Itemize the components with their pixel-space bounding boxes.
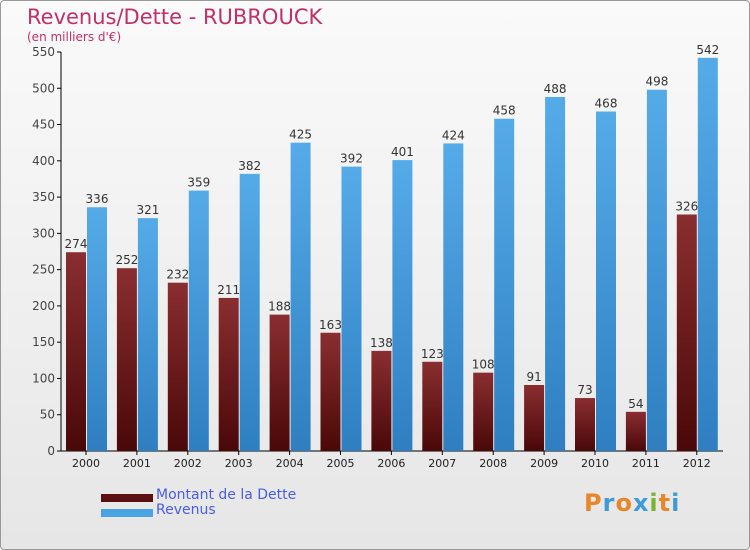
- y-tick-label: 150: [32, 335, 55, 349]
- x-tick-label: 2000: [72, 457, 100, 470]
- y-tick-label: 50: [40, 408, 55, 422]
- x-tick-label: 2005: [327, 457, 355, 470]
- data-label-revenus: 382: [238, 159, 261, 173]
- data-label-revenus: 542: [696, 43, 719, 57]
- bar-dette: [66, 252, 86, 451]
- y-tick-label: 300: [32, 226, 55, 240]
- bar-dette: [218, 297, 239, 451]
- logo-letter: r: [602, 489, 616, 517]
- data-label-dette: 54: [628, 397, 643, 411]
- data-label-dette: 188: [268, 300, 291, 314]
- bar-dette: [116, 268, 137, 451]
- data-label-revenus: 488: [544, 82, 567, 96]
- y-tick-label: 250: [32, 263, 55, 277]
- proxiti-logo: Proxiti: [584, 489, 680, 517]
- bar-dette: [524, 384, 545, 451]
- data-label-revenus: 425: [289, 128, 312, 142]
- x-tick-label: 2007: [428, 457, 456, 470]
- x-tick-label: 2002: [174, 457, 202, 470]
- x-tick-label: 2001: [123, 457, 151, 470]
- data-label-revenus: 392: [340, 152, 363, 166]
- data-label-dette: 326: [675, 200, 698, 214]
- bar-dette: [269, 314, 290, 451]
- data-label-revenus: 401: [391, 145, 414, 159]
- bar-revenus: [392, 160, 413, 452]
- data-label-revenus: 498: [645, 75, 668, 89]
- data-label-revenus: 336: [86, 192, 109, 206]
- bar-revenus: [494, 118, 515, 451]
- data-label-dette: 163: [319, 318, 342, 332]
- logo-letter: t: [658, 489, 672, 517]
- logo-letter: i: [649, 489, 659, 517]
- x-tick-label: 2010: [581, 457, 609, 470]
- x-tick-label: 2004: [276, 457, 304, 470]
- data-label-dette: 232: [166, 268, 189, 282]
- bar-dette: [575, 398, 595, 451]
- logo-letter: o: [615, 489, 633, 517]
- y-tick-label: 500: [32, 81, 55, 95]
- data-label-dette: 73: [577, 383, 592, 397]
- data-label-dette: 91: [526, 370, 541, 384]
- legend-label-dette: Montant de la Dette: [156, 487, 297, 503]
- chart-subtitle: (en milliers d'€): [27, 30, 122, 44]
- x-tick-label: 2012: [683, 457, 711, 470]
- data-label-dette: 252: [115, 253, 138, 267]
- data-label-revenus: 424: [442, 128, 465, 142]
- x-tick-label: 2008: [479, 457, 507, 470]
- bar-revenus: [137, 218, 158, 451]
- y-tick-label: 450: [32, 118, 55, 132]
- bar-dette: [371, 350, 392, 451]
- bar-revenus: [290, 142, 311, 451]
- y-tick-label: 200: [32, 299, 55, 313]
- data-label-dette: 123: [421, 347, 444, 361]
- data-label-revenus: 321: [136, 203, 159, 217]
- logo-letter: i: [671, 489, 681, 517]
- y-tick-label: 100: [32, 371, 55, 385]
- x-tick-label: 2003: [225, 457, 253, 470]
- bar-revenus: [87, 207, 107, 451]
- legend-label-revenus: Revenus: [156, 502, 216, 518]
- data-label-dette: 211: [217, 283, 240, 297]
- bar-dette: [625, 411, 646, 451]
- data-label-revenus: 458: [493, 104, 516, 118]
- x-tick-label: 2006: [377, 457, 405, 470]
- data-label-dette: 138: [370, 336, 393, 350]
- data-label-dette: 108: [472, 358, 495, 372]
- bar-dette: [676, 214, 697, 451]
- y-tick-label: 400: [32, 154, 55, 168]
- logo-letter: P: [584, 489, 603, 517]
- y-tick-label: 0: [47, 444, 55, 458]
- y-tick-label: 350: [32, 190, 55, 204]
- bar-revenus: [646, 89, 667, 451]
- legend-swatch-revenus: [101, 509, 153, 517]
- bar-revenus: [341, 166, 362, 451]
- chart-title: Revenus/Dette - RUBROUCK: [27, 5, 323, 29]
- data-label-revenus: 359: [187, 176, 210, 190]
- bar-revenus: [239, 173, 260, 452]
- logo-letter: x: [632, 489, 650, 517]
- legend-swatch-dette: [101, 494, 153, 502]
- x-tick-label: 2011: [632, 457, 660, 470]
- bar-dette: [473, 372, 494, 451]
- bar-dette: [320, 332, 341, 451]
- bar-dette: [167, 282, 188, 451]
- bar-revenus: [596, 111, 616, 451]
- bar-revenus: [697, 57, 718, 451]
- bar-revenus: [545, 96, 566, 451]
- bar-revenus: [188, 190, 209, 451]
- data-label-dette: 274: [65, 237, 88, 251]
- bar-dette: [422, 361, 443, 451]
- y-tick-label: 550: [32, 45, 55, 59]
- x-tick-label: 2009: [530, 457, 558, 470]
- data-label-revenus: 468: [595, 96, 618, 110]
- bar-revenus: [443, 143, 464, 451]
